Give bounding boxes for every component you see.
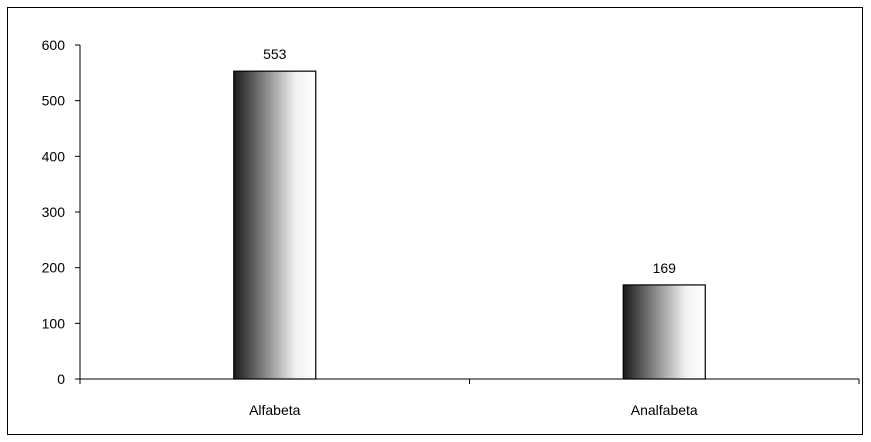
chart-frame xyxy=(7,7,863,435)
y-tick-label: 0 xyxy=(57,371,65,387)
axes: 0 100 200 300 400 500 600 xyxy=(42,37,860,387)
y-tick-label: 100 xyxy=(42,315,66,331)
category-label: Analfabeta xyxy=(631,402,698,418)
y-tick-label: 600 xyxy=(42,37,66,53)
bar-analfabeta xyxy=(622,284,706,380)
labels: 553 Alfabeta 169 Analfabeta xyxy=(249,46,698,418)
y-tick-label: 200 xyxy=(42,260,66,276)
value-label: 169 xyxy=(653,260,677,276)
value-label: 553 xyxy=(263,46,287,62)
bar-alfabeta xyxy=(233,70,317,380)
y-tick-label: 400 xyxy=(42,148,66,164)
y-tick-label: 500 xyxy=(42,93,66,109)
bars xyxy=(233,70,706,380)
y-tick-label: 300 xyxy=(42,204,66,220)
category-label: Alfabeta xyxy=(249,402,301,418)
